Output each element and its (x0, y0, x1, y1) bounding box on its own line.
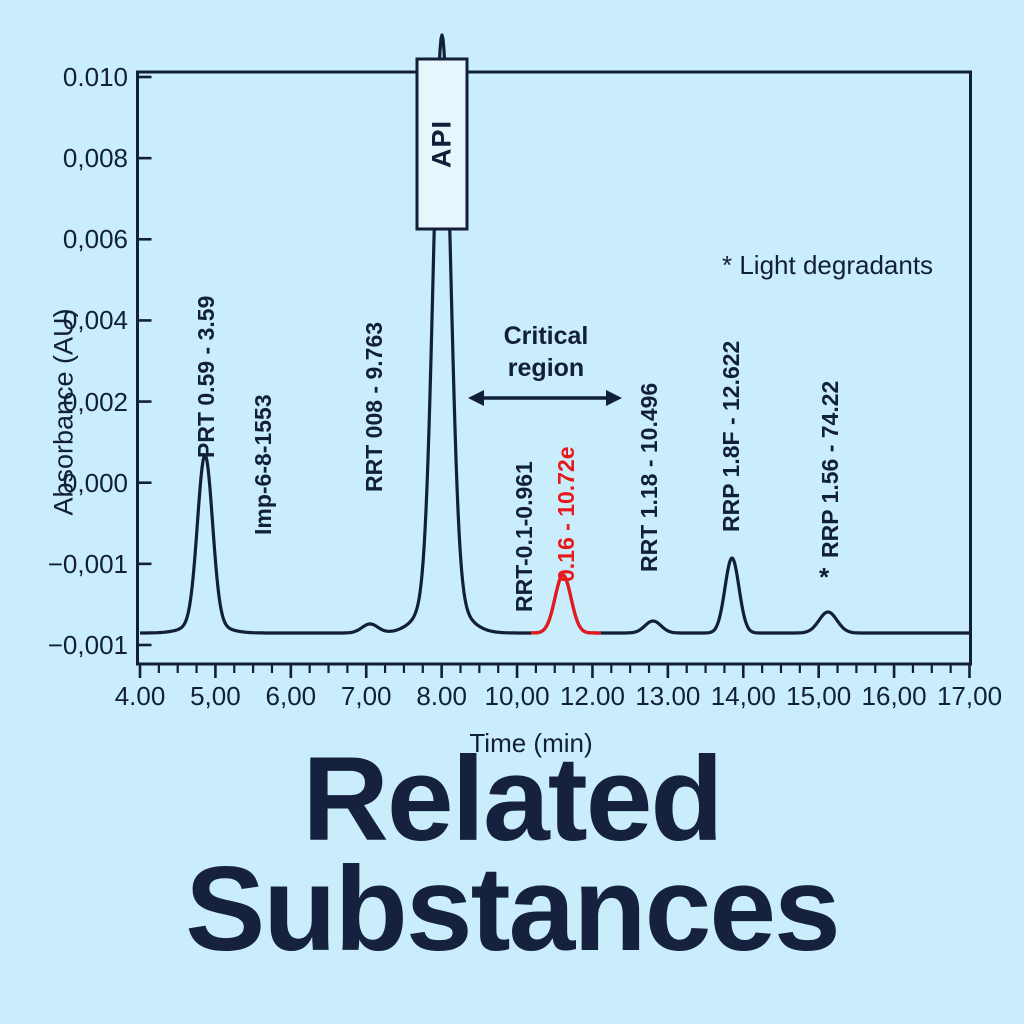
y-axis-title: Absorbance (AU) (48, 308, 79, 516)
poster-title-line2: Substances (185, 842, 841, 976)
api-box-label: API (426, 119, 457, 169)
x-axis-title: Time (min) (469, 728, 593, 758)
chromatogram-canvas (136, 33, 972, 678)
asterisk-marker: * (819, 562, 830, 592)
peak-label-rrt-118: RRT 1.18 - 10.496 (636, 382, 662, 572)
poster-title-line1: Related (302, 732, 723, 866)
peak-label-imp: Imp-6-8-1553 (250, 394, 276, 535)
peak-label-rrp-18f: RRP 1.8F - 12.622 (718, 340, 744, 532)
peak-label-red-impurity: 0.16 - 10.72e (553, 446, 579, 582)
light-degradants-note: * Light degradants (722, 250, 934, 280)
peak-label-rrp-156: RRP 1.56 - 74.22 (817, 380, 843, 558)
poster-title: Related Substances (0, 732, 1024, 976)
peak-label-prt: PRT 0.59 - 3.59 (193, 295, 219, 458)
peak-label-rrt-008: RRT 008 - 9.763 (361, 321, 387, 492)
critical-region-label: Critical region (503, 322, 589, 382)
peak-label-rrt-01: RRT-0.1-0.961 (511, 461, 537, 612)
